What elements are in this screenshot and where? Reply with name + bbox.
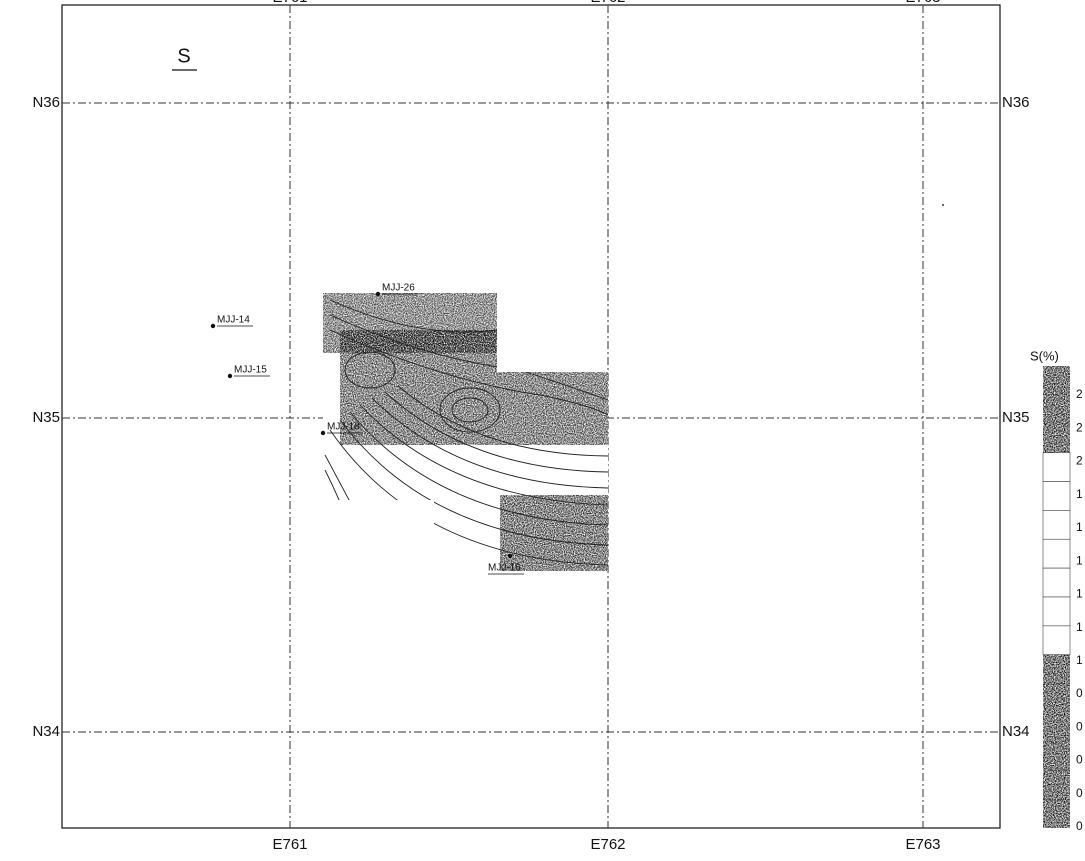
legend-cell <box>1042 596 1071 627</box>
map-title: S <box>177 45 190 67</box>
legend-cell <box>1042 741 1071 771</box>
well-marker <box>210 323 216 329</box>
y-label-left: N35 <box>32 409 60 426</box>
well-label: MJJ-26 <box>382 283 415 294</box>
legend-label: 1 <box>1076 520 1083 534</box>
legend-cell <box>1042 625 1071 656</box>
legend-label: 1 <box>1076 553 1083 567</box>
legend-cell <box>1042 567 1071 598</box>
legend-cell <box>1042 365 1071 396</box>
well-label: MJJ-14 <box>217 315 250 326</box>
y-label-right: N34 <box>1002 723 1030 740</box>
well-label: MJJ-18 <box>327 422 360 433</box>
y-label-left: N34 <box>32 723 60 740</box>
legend-label: 2 <box>1076 420 1083 434</box>
contour-area <box>323 293 608 571</box>
legend-cell <box>1042 510 1071 540</box>
legend-cell <box>1042 683 1071 713</box>
well-marker <box>227 373 233 379</box>
well-label: MJJ-15 <box>234 365 267 376</box>
y-label-right: N35 <box>1002 409 1030 426</box>
x-label-top: E761 <box>272 0 307 6</box>
x-label-bottom: E763 <box>905 836 940 853</box>
legend-title: S(%) <box>1030 348 1059 363</box>
legend-label: 0 <box>1076 686 1083 700</box>
map-frame <box>61 4 1001 829</box>
legend-label: 1 <box>1076 620 1083 634</box>
legend-label: 0 <box>1076 819 1083 833</box>
well-marker <box>320 430 326 436</box>
legend-label: 0 <box>1076 719 1083 733</box>
legend-cell <box>1042 452 1071 482</box>
y-label-right: N36 <box>1002 94 1030 111</box>
legend-label: 1 <box>1076 487 1083 501</box>
well-marker <box>507 553 513 559</box>
y-label-left: N36 <box>32 94 60 111</box>
legend-cell <box>1042 712 1071 742</box>
legend-cell <box>1042 423 1071 453</box>
x-label-bottom: E762 <box>590 836 625 853</box>
legend-label: 2 <box>1076 454 1083 468</box>
legend-cell <box>1042 538 1071 569</box>
legend-cell <box>1042 798 1071 829</box>
well-label: MJJ-16 <box>488 563 521 574</box>
legend-cell <box>1042 394 1071 425</box>
legend-label: 0 <box>1076 786 1083 800</box>
legend-label: 0 <box>1076 753 1083 767</box>
legend-label: 1 <box>1076 587 1083 601</box>
x-label-top: E763 <box>905 0 940 6</box>
legend-cell <box>1042 769 1071 800</box>
legend-cell <box>1042 654 1071 684</box>
x-label-bottom: E761 <box>272 836 307 853</box>
legend-label: 1 <box>1076 653 1083 667</box>
well-marker <box>375 291 381 297</box>
legend-label: 2 <box>1076 387 1083 401</box>
legend-cell <box>1042 481 1071 511</box>
x-label-top: E762 <box>590 0 625 6</box>
legend-colorbar: S(%) 2 2 2 1 1 1 1 1 1 0 0 0 0 0 <box>1030 348 1083 833</box>
